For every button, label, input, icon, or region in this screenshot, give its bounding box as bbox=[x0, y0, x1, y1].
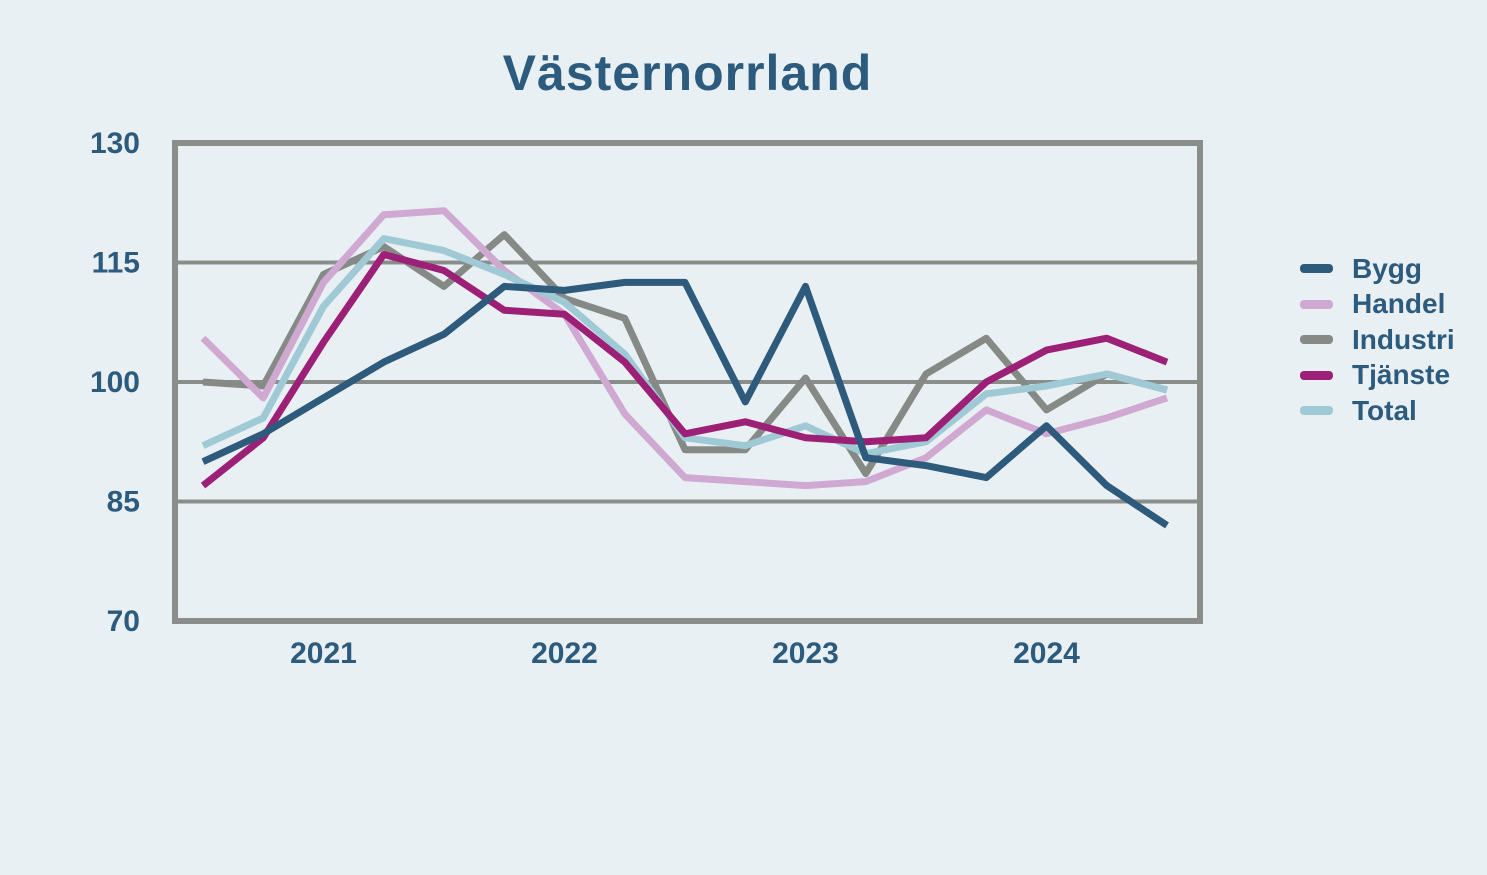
x-tick-label-2021: 2021 bbox=[290, 637, 357, 670]
y-tick-label-130: 130 bbox=[90, 127, 140, 160]
legend-item-industri: Industri bbox=[1300, 322, 1455, 358]
legend-label-tjänste: Tjänste bbox=[1352, 359, 1451, 391]
legend-label-handel: Handel bbox=[1352, 288, 1446, 320]
legend-item-tjänste: Tjänste bbox=[1300, 358, 1455, 394]
series-line-tjänste bbox=[200, 251, 1169, 489]
y-tick-label-70: 70 bbox=[107, 605, 140, 638]
y-tick-label-85: 85 bbox=[107, 486, 140, 519]
x-tick-label-2024: 2024 bbox=[1013, 637, 1080, 670]
chart-title: Västernorrland bbox=[502, 45, 873, 101]
legend-swatch-bygg bbox=[1300, 264, 1333, 274]
legend-swatch-industri bbox=[1300, 335, 1333, 345]
legend-label-total: Total bbox=[1352, 394, 1417, 426]
x-tick-label-2023: 2023 bbox=[772, 637, 839, 670]
legend-label-bygg: Bygg bbox=[1352, 252, 1422, 284]
y-tick-label-100: 100 bbox=[90, 366, 140, 399]
x-tick-label-2022: 2022 bbox=[531, 637, 598, 670]
legend-swatch-handel bbox=[1300, 299, 1333, 309]
legend-item-total: Total bbox=[1300, 393, 1455, 429]
series-line-bygg bbox=[201, 278, 1169, 529]
plot-frame bbox=[172, 140, 1203, 624]
series-line-handel bbox=[200, 207, 1169, 490]
legend-swatch-tjänste bbox=[1300, 370, 1333, 380]
legend-item-bygg: Bygg bbox=[1300, 251, 1455, 287]
legend: Bygg Handel Industri Tjänste Total bbox=[1300, 251, 1455, 429]
legend-swatch-total bbox=[1300, 406, 1333, 416]
series-line-industri bbox=[202, 231, 1168, 478]
series-line-total bbox=[201, 235, 1168, 458]
legend-label-industri: Industri bbox=[1352, 323, 1455, 355]
legend-item-handel: Handel bbox=[1300, 287, 1455, 323]
y-tick-label-115: 115 bbox=[92, 247, 140, 280]
